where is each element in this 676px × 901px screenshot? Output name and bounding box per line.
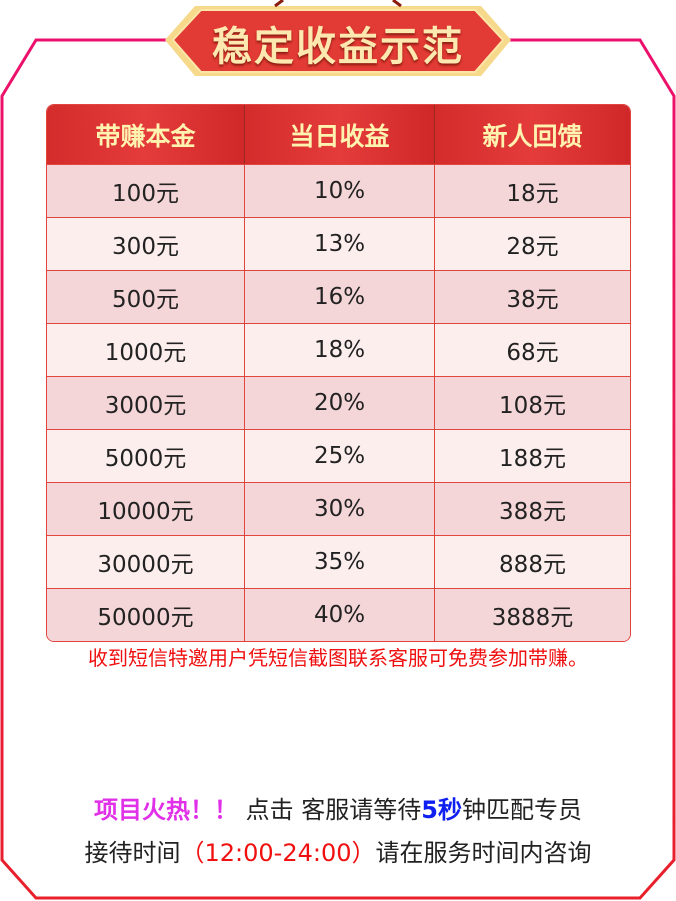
cell-bonus: 188元 [435, 429, 630, 482]
table-header-row: 带赚本金 当日收益 新人回馈 [47, 105, 630, 164]
cell-bonus: 388元 [435, 482, 630, 535]
cell-daily-yield: 35% [245, 535, 435, 588]
sms-notice: 收到短信特邀用户凭短信截图联系客服可免费参加带赚。 [88, 646, 588, 670]
click-text[interactable]: 点击 [238, 796, 302, 824]
table-row: 30000元 35% 888元 [47, 535, 630, 588]
cell-principal: 5000元 [47, 429, 245, 482]
cell-principal: 100元 [47, 164, 245, 217]
cell-daily-yield: 20% [245, 376, 435, 429]
hot-label: 项目火热！！ [94, 796, 239, 824]
cell-daily-yield: 18% [245, 323, 435, 376]
cell-bonus: 28元 [435, 217, 630, 270]
cell-bonus: 38元 [435, 270, 630, 323]
service-hours: （12:00-24:00） [180, 839, 376, 867]
cell-principal: 1000元 [47, 323, 245, 376]
earnings-table: 带赚本金 当日收益 新人回馈 100元 10% 18元 300元 13% 28元 500元 1… [46, 104, 631, 642]
cell-bonus: 68元 [435, 323, 630, 376]
cell-bonus: 18元 [435, 164, 630, 217]
table-row: 300元 13% 28元 [47, 217, 630, 270]
footer-line-1: 项目火热！！ 点击 客服请等待5秒钟匹配专员 [0, 790, 676, 825]
header-new-user-bonus: 新人回馈 [435, 105, 630, 164]
cell-principal: 300元 [47, 217, 245, 270]
cell-principal: 500元 [47, 270, 245, 323]
hours-label: 接待时间 [84, 839, 181, 867]
cell-daily-yield: 25% [245, 429, 435, 482]
cell-bonus: 888元 [435, 535, 630, 588]
header-daily-yield: 当日收益 [245, 105, 435, 164]
cell-daily-yield: 13% [245, 217, 435, 270]
cell-daily-yield: 30% [245, 482, 435, 535]
cell-bonus: 108元 [435, 376, 630, 429]
cell-daily-yield: 10% [245, 164, 435, 217]
table-row: 1000元 18% 68元 [47, 323, 630, 376]
table-row: 5000元 25% 188元 [47, 429, 630, 482]
cell-bonus: 3888元 [435, 588, 630, 641]
seconds-value: 5秒 [421, 796, 462, 824]
table-row: 50000元 40% 3888元 [47, 588, 630, 641]
table-row: 3000元 20% 108元 [47, 376, 630, 429]
cell-principal: 10000元 [47, 482, 245, 535]
table-row: 500元 16% 38元 [47, 270, 630, 323]
cell-daily-yield: 16% [245, 270, 435, 323]
cell-principal: 30000元 [47, 535, 245, 588]
header-principal: 带赚本金 [47, 105, 245, 164]
table-row: 10000元 30% 388元 [47, 482, 630, 535]
table-row: 100元 10% 18元 [47, 164, 630, 217]
title-banner: 稳定收益示范 [155, 0, 521, 80]
cell-principal: 3000元 [47, 376, 245, 429]
wait-suffix: 钟匹配专员 [461, 796, 582, 824]
hours-suffix: 请在服务时间内咨询 [375, 839, 592, 867]
cell-daily-yield: 40% [245, 588, 435, 641]
footer-line-2: 接待时间（12:00-24:00）请在服务时间内咨询 [0, 833, 676, 868]
banner-title: 稳定收益示范 [212, 24, 464, 70]
wait-prefix: 客服请等待 [301, 796, 422, 824]
cell-principal: 50000元 [47, 588, 245, 641]
